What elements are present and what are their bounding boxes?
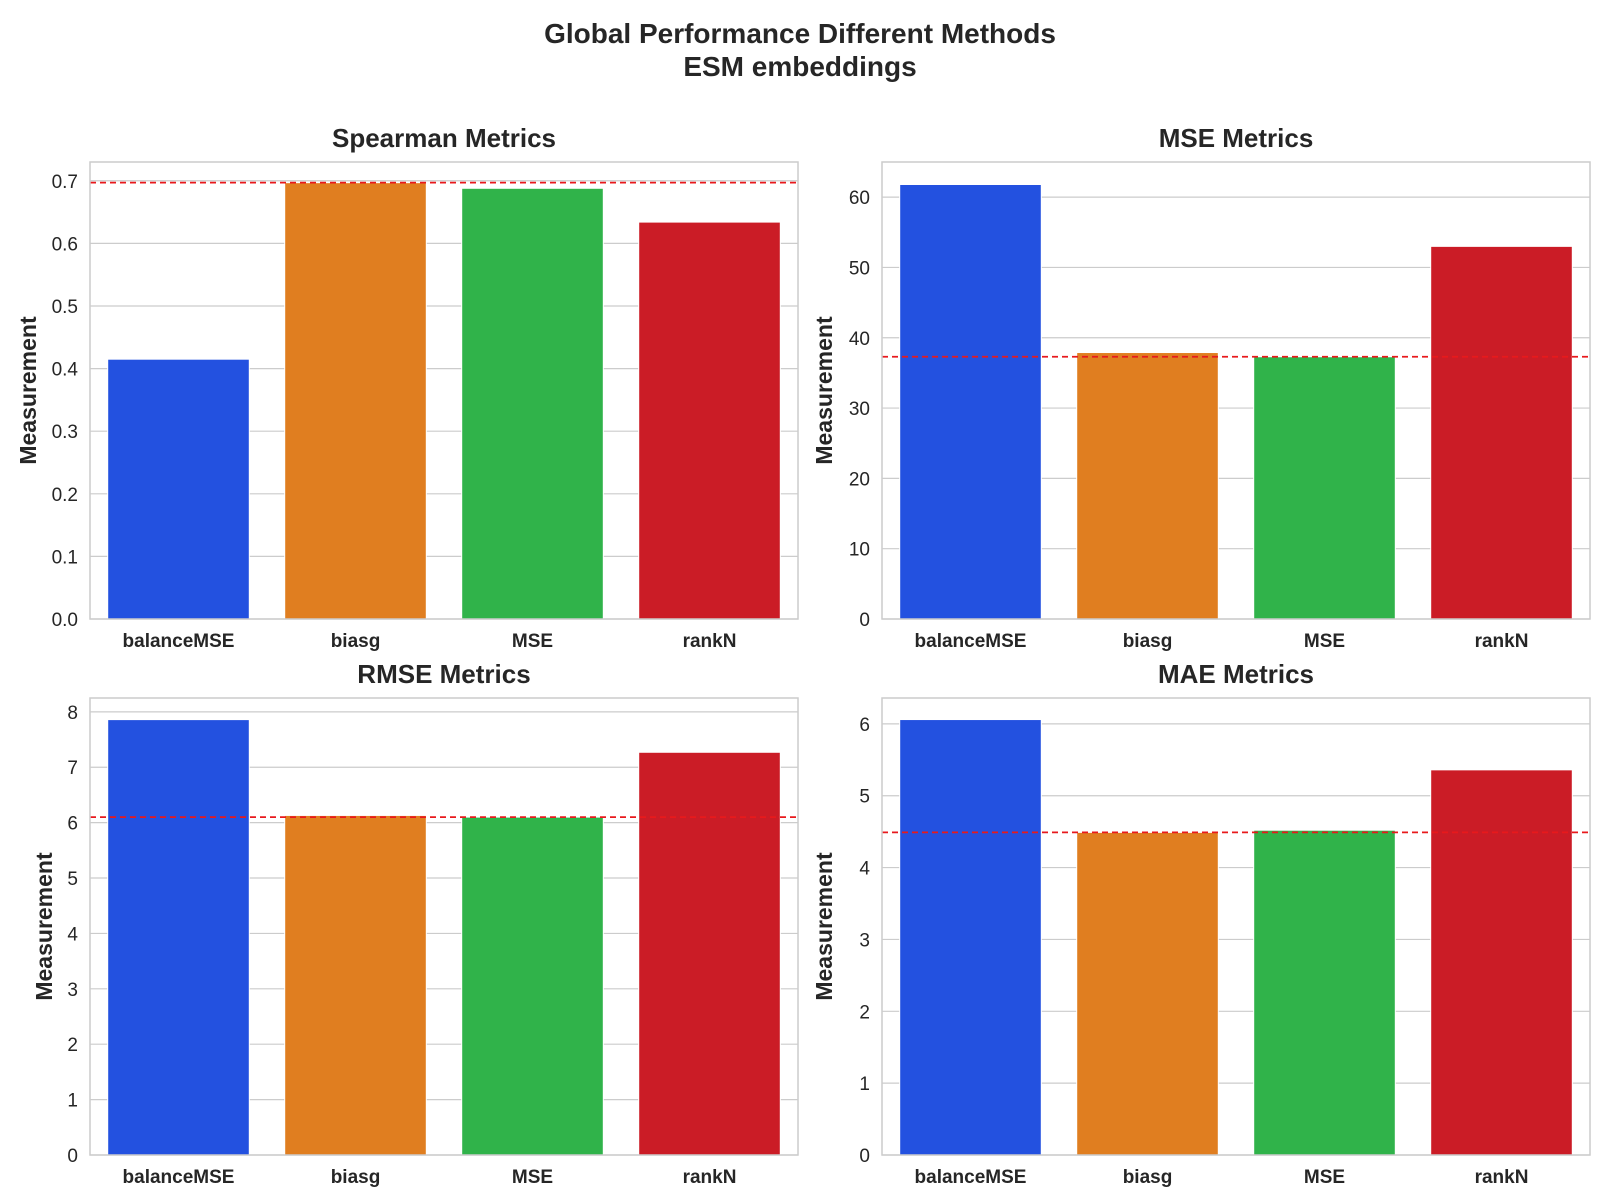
panel-title: MAE Metrics <box>1158 659 1314 689</box>
axes-frame <box>881 697 1591 1156</box>
bar-biasg <box>284 182 427 620</box>
y-tick-label: 3 <box>67 980 78 1001</box>
y-tick-label: 60 <box>849 188 870 209</box>
x-tick-label: rankN <box>683 1167 737 1188</box>
y-tick-label: 4 <box>859 859 870 880</box>
y-axis-label: Measurement <box>811 852 837 1001</box>
y-tick-label: 6 <box>67 814 78 835</box>
y-tick-label: 2 <box>859 1002 870 1023</box>
y-axis-label: Measurement <box>31 852 57 1001</box>
bar-MSE <box>461 816 604 1156</box>
x-tick-label: MSE <box>512 1167 553 1188</box>
y-tick-label: 3 <box>859 930 870 951</box>
panel-title: RMSE Metrics <box>357 659 530 689</box>
x-tick-label: balanceMSE <box>915 631 1027 652</box>
bar-balanceMSE <box>107 719 250 1156</box>
chart-panel: 0 10 20 30 40 50 60 balanceMSE biasg MSE rankN MSE … <box>811 123 1591 652</box>
axes-frame <box>881 161 1591 620</box>
y-tick-label: 30 <box>849 399 870 420</box>
bar-biasg <box>1076 352 1219 620</box>
x-tick-label: balanceMSE <box>123 631 235 652</box>
y-tick-label: 0.6 <box>52 234 78 255</box>
y-tick-label: 5 <box>859 787 870 808</box>
y-tick-label: 10 <box>849 540 870 561</box>
bar-balanceMSE <box>899 719 1042 1156</box>
y-tick-label: 0.4 <box>52 360 79 381</box>
y-tick-label: 5 <box>67 869 78 890</box>
y-tick-label: 20 <box>849 469 870 490</box>
bar-rankN <box>638 221 781 620</box>
bar-rankN <box>638 751 781 1156</box>
y-tick-label: 0 <box>859 610 870 631</box>
bar-MSE <box>461 187 604 620</box>
bar-biasg <box>284 814 427 1156</box>
bar-MSE <box>1253 356 1396 620</box>
axes-frame <box>89 697 799 1156</box>
bar-MSE <box>1253 829 1396 1156</box>
y-axis-label: Measurement <box>15 316 41 465</box>
y-tick-label: 0.5 <box>52 297 78 318</box>
y-tick-label: 2 <box>67 1035 78 1056</box>
x-tick-label: MSE <box>1304 1167 1345 1188</box>
x-tick-label: balanceMSE <box>915 1167 1027 1188</box>
y-tick-label: 0.3 <box>52 422 78 443</box>
bar-rankN <box>1430 769 1573 1156</box>
y-tick-label: 0 <box>67 1146 78 1167</box>
y-tick-label: 4 <box>67 924 78 945</box>
chart-panel: 0 1 2 3 4 5 6 7 8 balanceMSE biasg MSE rankN RMSE Met… <box>31 659 799 1188</box>
figure-title: Global Performance Different Methods <box>544 18 1056 49</box>
bar-rankN <box>1430 245 1573 620</box>
x-tick-label: MSE <box>512 631 553 652</box>
bar-biasg <box>1076 831 1219 1156</box>
bar-balanceMSE <box>899 183 1042 620</box>
y-tick-label: 6 <box>859 715 870 736</box>
chart-panel: 0.0 0.1 0.2 0.3 0.4 0.5 0.6 0.7 balanceMSE biasg M… <box>15 123 799 652</box>
chart-panel: 0 1 2 3 4 5 6 balanceMSE biasg MSE rankN MAE Metric… <box>811 659 1591 1188</box>
axes-frame <box>89 161 799 620</box>
y-tick-label: 0.1 <box>52 547 78 568</box>
figure-subtitle: ESM embeddings <box>683 51 917 82</box>
y-tick-label: 50 <box>849 258 870 279</box>
y-tick-label: 1 <box>67 1091 78 1112</box>
x-tick-label: balanceMSE <box>123 1167 235 1188</box>
panel-title: MSE Metrics <box>1159 123 1314 153</box>
y-tick-label: 0.7 <box>52 172 78 193</box>
y-tick-label: 40 <box>849 329 870 350</box>
x-tick-label: rankN <box>1475 631 1529 652</box>
y-tick-label: 0.2 <box>52 485 78 506</box>
panel-title: Spearman Metrics <box>332 123 556 153</box>
y-tick-label: 7 <box>67 758 78 779</box>
y-tick-label: 1 <box>859 1074 870 1095</box>
y-tick-label: 0 <box>859 1146 870 1167</box>
y-tick-label: 0.0 <box>52 610 78 631</box>
x-tick-label: biasg <box>331 631 381 652</box>
bar-balanceMSE <box>107 358 250 620</box>
y-tick-label: 8 <box>67 703 78 724</box>
y-axis-label: Measurement <box>811 316 837 465</box>
x-tick-label: rankN <box>1475 1167 1529 1188</box>
x-tick-label: biasg <box>1123 1167 1173 1188</box>
x-tick-label: biasg <box>331 1167 381 1188</box>
x-tick-label: MSE <box>1304 631 1345 652</box>
x-tick-label: biasg <box>1123 631 1173 652</box>
x-tick-label: rankN <box>683 631 737 652</box>
